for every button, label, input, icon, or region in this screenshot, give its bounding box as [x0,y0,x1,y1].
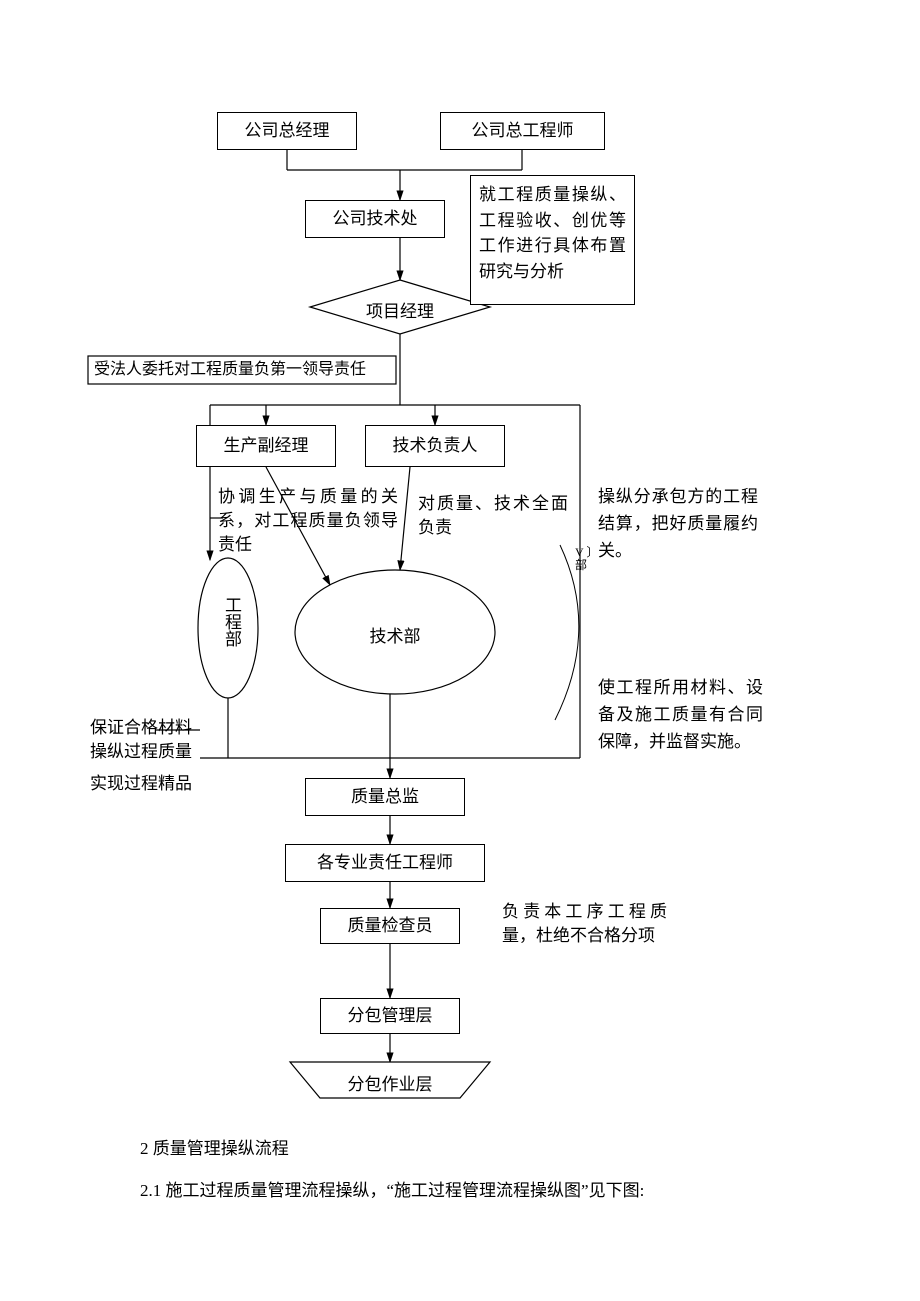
node-vice: 生产副经理 [196,425,336,467]
flowchart-canvas [0,0,920,1301]
node-chief-eng-label: 公司总工程师 [472,120,574,142]
node-gm: 公司总经理 [217,112,357,150]
body-line-1: 2 质量管理操纵流程 [140,1134,289,1165]
left-note-1: 保证合格材料 [90,716,240,740]
right-note-1: 操纵分承包方的工程结算，把好质量履约关。 [598,483,758,565]
node-sub-work-label: 分包作业层 [340,1070,440,1095]
node-sub-mgmt: 分包管理层 [320,998,460,1034]
side-box: 就工程质量操纵、工程验收、创优等工作进行具体布置研究与分析 [470,175,635,305]
node-resp-eng-label: 各专业责任工程师 [317,852,453,874]
node-gm-label: 公司总经理 [245,120,330,142]
node-sub-mgmt-label: 分包管理层 [348,1005,433,1027]
node-chief-eng: 公司总工程师 [440,112,605,150]
node-qd: 质量总监 [305,778,465,816]
node-qd-label: 质量总监 [351,786,419,808]
node-tech-head-label: 技术负责人 [393,435,478,457]
node-qc: 质量检查员 [320,908,460,944]
node-tech-div: 公司技术处 [305,200,445,238]
node-resp-eng: 各专业责任工程师 [285,844,485,882]
side-box-label: 就工程质量操纵、工程验收、创优等工作进行具体布置研究与分析 [479,182,626,284]
body-line-2: 2.1 施工过程质量管理流程操纵，“施工过程管理流程操纵图”见下图: [140,1176,644,1207]
left-note-3: 实现过程精品 [90,772,240,796]
node-tech-dept-label: 技术部 [365,622,425,647]
right-note-2: 使工程所用材料、设备及施工质量有合同保障，并监督实施。 [598,674,763,756]
node-tech-head: 技术负责人 [365,425,505,467]
node-qc-label: 质量检查员 [348,915,433,937]
pm-note: 受法人委托对工程质量负第一领导责任 [94,359,394,381]
tech-note: 对质量、技术全面负责 [418,492,568,540]
vice-note: 协调生产与质量的关系，对工程质量负领导责任 [218,485,398,556]
stray-glyph: V 〕部 [575,546,595,572]
node-eng-dept-label: 工程部 [219,596,244,647]
qc-note: 负责本工序工程质量，杜绝不合格分项 [502,900,667,948]
node-vice-label: 生产副经理 [224,435,309,457]
node-tech-div-label: 公司技术处 [333,208,418,230]
left-note-2: 操纵过程质量 [90,740,240,764]
node-pm-label: 项目经理 [355,297,445,322]
